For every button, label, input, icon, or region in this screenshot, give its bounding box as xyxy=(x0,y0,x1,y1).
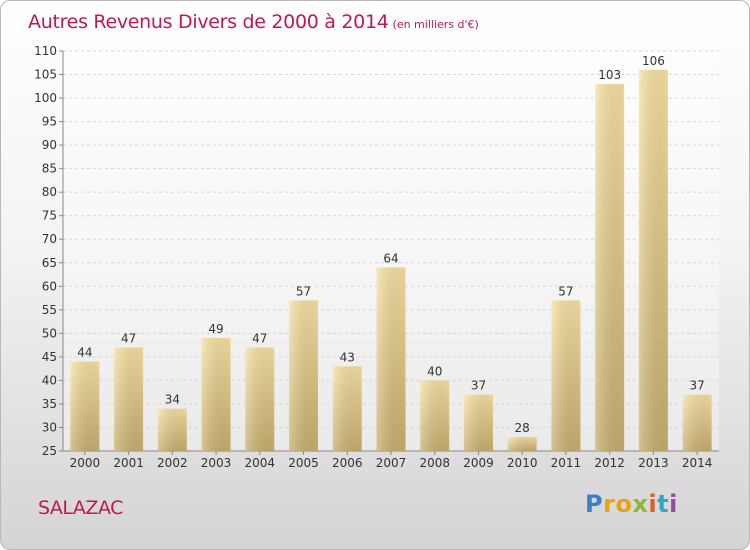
bar-value-label: 40 xyxy=(427,364,442,378)
x-tick-label: 2008 xyxy=(419,456,450,470)
bar-shade xyxy=(201,338,231,451)
bar-value-label: 106 xyxy=(642,54,665,68)
bar-value-label: 37 xyxy=(471,379,486,393)
chart-title-text: Autres Revenus Divers de 2000 à 2014 xyxy=(28,11,389,33)
bar-shade xyxy=(332,366,362,451)
y-tick-label: 110 xyxy=(34,44,57,58)
bar-shade xyxy=(420,380,450,451)
bar-shade xyxy=(507,436,537,451)
y-tick-label: 40 xyxy=(42,373,57,387)
bar-value-label: 43 xyxy=(340,350,355,364)
x-tick-label: 2014 xyxy=(682,456,713,470)
x-tick-label: 2009 xyxy=(463,456,494,470)
y-tick-label: 80 xyxy=(42,185,57,199)
x-tick-label: 2005 xyxy=(288,456,319,470)
y-tick-label: 95 xyxy=(42,115,57,129)
bar-shade xyxy=(638,69,668,451)
x-tick-label: 2010 xyxy=(507,456,538,470)
y-tick-label: 25 xyxy=(42,444,57,458)
x-tick-label: 2003 xyxy=(201,456,232,470)
bar-value-label: 34 xyxy=(165,393,180,407)
y-tick-label: 85 xyxy=(42,162,57,176)
y-tick-label: 45 xyxy=(42,350,57,364)
y-tick-label: 55 xyxy=(42,303,57,317)
bar-value-label: 64 xyxy=(383,251,398,265)
y-tick-label: 90 xyxy=(42,138,57,152)
x-tick-label: 2011 xyxy=(551,456,582,470)
bar-value-label: 44 xyxy=(77,346,92,360)
chart-subtitle: (en milliers d'€) xyxy=(392,18,479,31)
bar-shade xyxy=(595,83,625,452)
y-tick-label: 30 xyxy=(42,420,57,434)
y-tick-label: 105 xyxy=(34,68,57,82)
bar-shade xyxy=(289,300,319,451)
y-tick-label: 100 xyxy=(34,91,57,105)
y-tick-label: 65 xyxy=(42,256,57,270)
bar-shade xyxy=(157,408,187,451)
bar-value-label: 49 xyxy=(208,322,223,336)
x-tick-label: 2007 xyxy=(376,456,407,470)
x-tick-label: 2001 xyxy=(113,456,144,470)
bar-shade xyxy=(114,347,144,451)
y-tick-label: 75 xyxy=(42,209,57,223)
bar-value-label: 57 xyxy=(296,284,311,298)
y-tick-label: 35 xyxy=(42,397,57,411)
proxiti-logo: Proxiti xyxy=(585,490,678,518)
bar-shade xyxy=(551,300,581,451)
location-name: SALAZAC xyxy=(38,497,123,519)
bar-value-label: 47 xyxy=(252,331,267,345)
bar-value-label: 57 xyxy=(558,284,573,298)
x-tick-label: 2013 xyxy=(638,456,669,470)
chart-title: Autres Revenus Divers de 2000 à 2014 (en … xyxy=(28,11,479,33)
y-tick-label: 70 xyxy=(42,232,57,246)
bar-value-label: 28 xyxy=(515,421,530,435)
x-tick-label: 2012 xyxy=(594,456,625,470)
bar-value-label: 47 xyxy=(121,331,136,345)
y-tick-label: 60 xyxy=(42,279,57,293)
x-tick-label: 2002 xyxy=(157,456,188,470)
bar-shade xyxy=(70,361,100,451)
bar-shade xyxy=(245,347,275,451)
bar-value-label: 37 xyxy=(689,379,704,393)
x-tick-label: 2000 xyxy=(70,456,101,470)
bar-shade xyxy=(463,394,493,451)
bar-value-label: 103 xyxy=(598,68,621,82)
bar-shade xyxy=(682,394,712,451)
x-tick-label: 2006 xyxy=(332,456,363,470)
bar-shade xyxy=(376,267,406,451)
y-tick-label: 50 xyxy=(42,326,57,340)
x-tick-label: 2004 xyxy=(245,456,276,470)
